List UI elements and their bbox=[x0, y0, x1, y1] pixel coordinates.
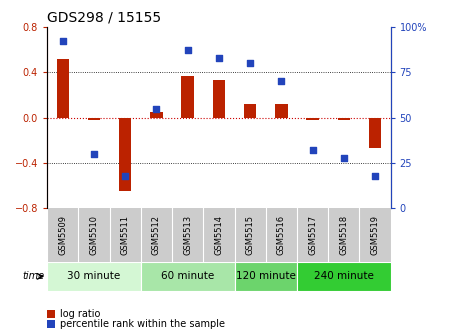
Point bbox=[309, 148, 316, 153]
Text: GSM5512: GSM5512 bbox=[152, 215, 161, 255]
Bar bbox=[369, 118, 381, 148]
Bar bbox=[275, 104, 288, 118]
Point bbox=[215, 55, 222, 60]
Bar bbox=[150, 112, 163, 118]
Bar bbox=[141, 262, 234, 291]
Point bbox=[340, 155, 348, 160]
Bar bbox=[119, 118, 132, 191]
Point bbox=[247, 60, 254, 66]
Text: GSM5519: GSM5519 bbox=[370, 215, 379, 255]
Text: log ratio: log ratio bbox=[60, 309, 100, 319]
Point bbox=[90, 151, 97, 157]
Text: GSM5510: GSM5510 bbox=[89, 215, 98, 255]
Bar bbox=[244, 104, 256, 118]
Point bbox=[122, 173, 129, 178]
Text: percentile rank within the sample: percentile rank within the sample bbox=[60, 319, 224, 329]
Bar bbox=[306, 118, 319, 120]
Bar bbox=[57, 59, 69, 118]
Point bbox=[184, 48, 191, 53]
Text: GDS298 / 15155: GDS298 / 15155 bbox=[47, 10, 161, 24]
Point bbox=[278, 79, 285, 84]
Text: 30 minute: 30 minute bbox=[67, 271, 121, 281]
Bar bbox=[213, 80, 225, 118]
Text: GSM5511: GSM5511 bbox=[121, 215, 130, 255]
Text: GSM5513: GSM5513 bbox=[183, 215, 192, 255]
Bar bbox=[88, 118, 100, 120]
Text: 60 minute: 60 minute bbox=[161, 271, 214, 281]
Text: GSM5517: GSM5517 bbox=[308, 215, 317, 255]
Bar bbox=[181, 76, 194, 118]
Text: GSM5509: GSM5509 bbox=[58, 215, 67, 255]
Text: time: time bbox=[23, 271, 45, 281]
Point bbox=[371, 173, 379, 178]
Bar bbox=[234, 262, 297, 291]
Bar bbox=[47, 262, 141, 291]
Text: 240 minute: 240 minute bbox=[314, 271, 374, 281]
Text: 120 minute: 120 minute bbox=[236, 271, 295, 281]
Text: GSM5515: GSM5515 bbox=[246, 215, 255, 255]
Point bbox=[59, 39, 66, 44]
Text: GSM5516: GSM5516 bbox=[277, 215, 286, 255]
Bar bbox=[338, 118, 350, 120]
Text: GSM5514: GSM5514 bbox=[214, 215, 224, 255]
Point bbox=[153, 106, 160, 111]
Text: GSM5518: GSM5518 bbox=[339, 215, 348, 255]
Bar bbox=[297, 262, 391, 291]
